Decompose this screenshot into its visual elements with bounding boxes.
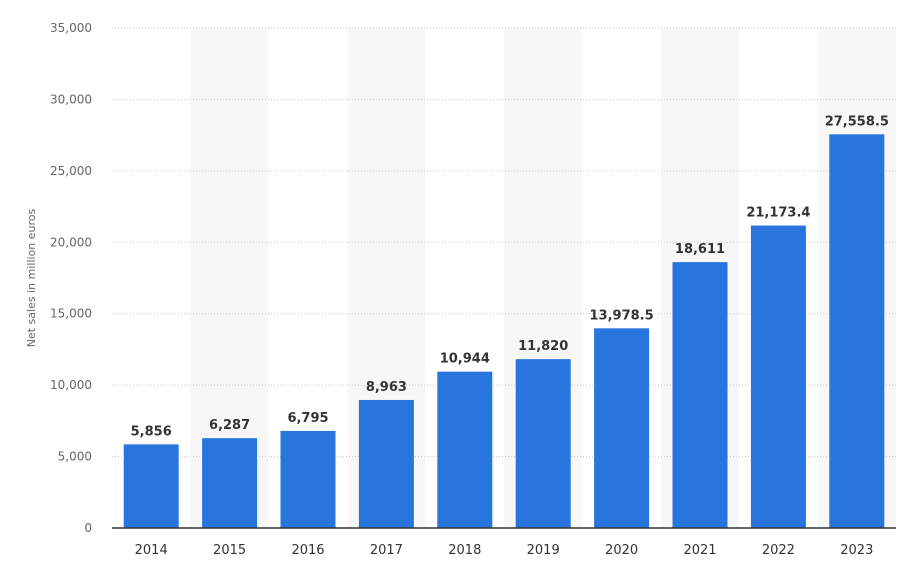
bars [123,134,885,529]
y-axis-title: Net sales in million euros [25,209,38,348]
bar-value-label: 8,963 [366,380,407,395]
y-tick-label: 35,000 [50,21,92,35]
x-tick-label: 2023 [840,543,873,558]
y-axis-ticks: 0 5,000 10,000 15,000 20,000 25,000 30,000 35,0… [50,21,92,535]
bar [202,438,258,528]
y-tick-label: 25,000 [50,164,92,178]
x-tick-label: 2016 [291,543,324,558]
y-tick-label: 0 [84,521,92,535]
bar-value-label: 6,287 [209,418,250,433]
x-tick-label: 2021 [683,543,716,558]
x-tick-label: 2019 [527,543,560,558]
bar [358,399,414,528]
y-tick-label: 10,000 [50,378,92,392]
x-tick-label: 2015 [213,543,246,558]
x-tick-label: 2020 [605,543,638,558]
x-tick-label: 2018 [448,543,481,558]
bar [515,359,571,528]
bar [280,430,336,528]
x-tick-label: 2017 [370,543,403,558]
bar-value-label: 13,978.5 [590,308,654,323]
bar-value-label: 11,820 [518,339,568,354]
y-tick-label: 15,000 [50,307,92,321]
x-tick-label: 2014 [135,543,168,558]
data-labels: 5,856 6,287 6,795 8,963 10,944 11,820 13,978.5… [131,114,889,439]
y-tick-label: 20,000 [50,235,92,249]
x-axis-ticks: 2014 2015 2016 2017 2018 2019 2020 2021 2022 2023 [135,543,874,558]
bar [750,225,806,528]
bar-value-label: 18,611 [675,242,725,257]
y-tick-label: 30,000 [50,92,92,106]
bar [829,134,885,529]
bar-value-label: 27,558.5 [825,114,889,129]
bar [672,262,728,528]
bar-value-label: 6,795 [287,411,328,426]
bar [594,328,650,528]
bar [437,371,493,528]
x-tick-label: 2022 [762,543,795,558]
bar-value-label: 21,173.4 [746,206,810,221]
bar [123,444,179,528]
bar-value-label: 10,944 [440,352,490,367]
bar-value-label: 5,856 [131,424,172,439]
y-tick-label: 5,000 [58,450,92,464]
